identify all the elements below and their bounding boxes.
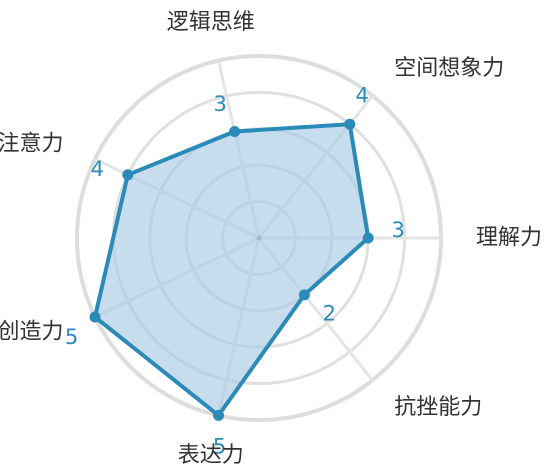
- axis-label-2: 空间想象力: [394, 56, 504, 81]
- series-area: [93, 122, 371, 418]
- data-point-3: [229, 126, 241, 137]
- data-point-4: [122, 169, 134, 181]
- data-point-1: [362, 232, 374, 244]
- data-point-7: [298, 289, 310, 301]
- value-label-6: 5: [213, 435, 226, 459]
- value-label-2: 4: [356, 84, 369, 108]
- value-label-7: 2: [323, 301, 336, 325]
- axis-label-6: 表达力: [178, 443, 244, 468]
- axis-label-7: 抗挫能力: [394, 395, 482, 420]
- radar-series: [89, 118, 374, 421]
- axis-label-3: 逻辑思维: [167, 10, 255, 35]
- axis-label-1: 理解力: [476, 226, 542, 251]
- data-point-6: [213, 409, 224, 421]
- data-point-2: [344, 118, 356, 130]
- value-label-3: 3: [214, 92, 227, 116]
- axis-label-4: 注意力: [0, 131, 64, 156]
- axis-label-5: 创造力: [0, 320, 64, 345]
- data-point-5: [89, 311, 101, 323]
- value-label-1: 3: [392, 218, 405, 242]
- value-label-5: 5: [65, 325, 78, 349]
- value-label-4: 4: [91, 157, 104, 181]
